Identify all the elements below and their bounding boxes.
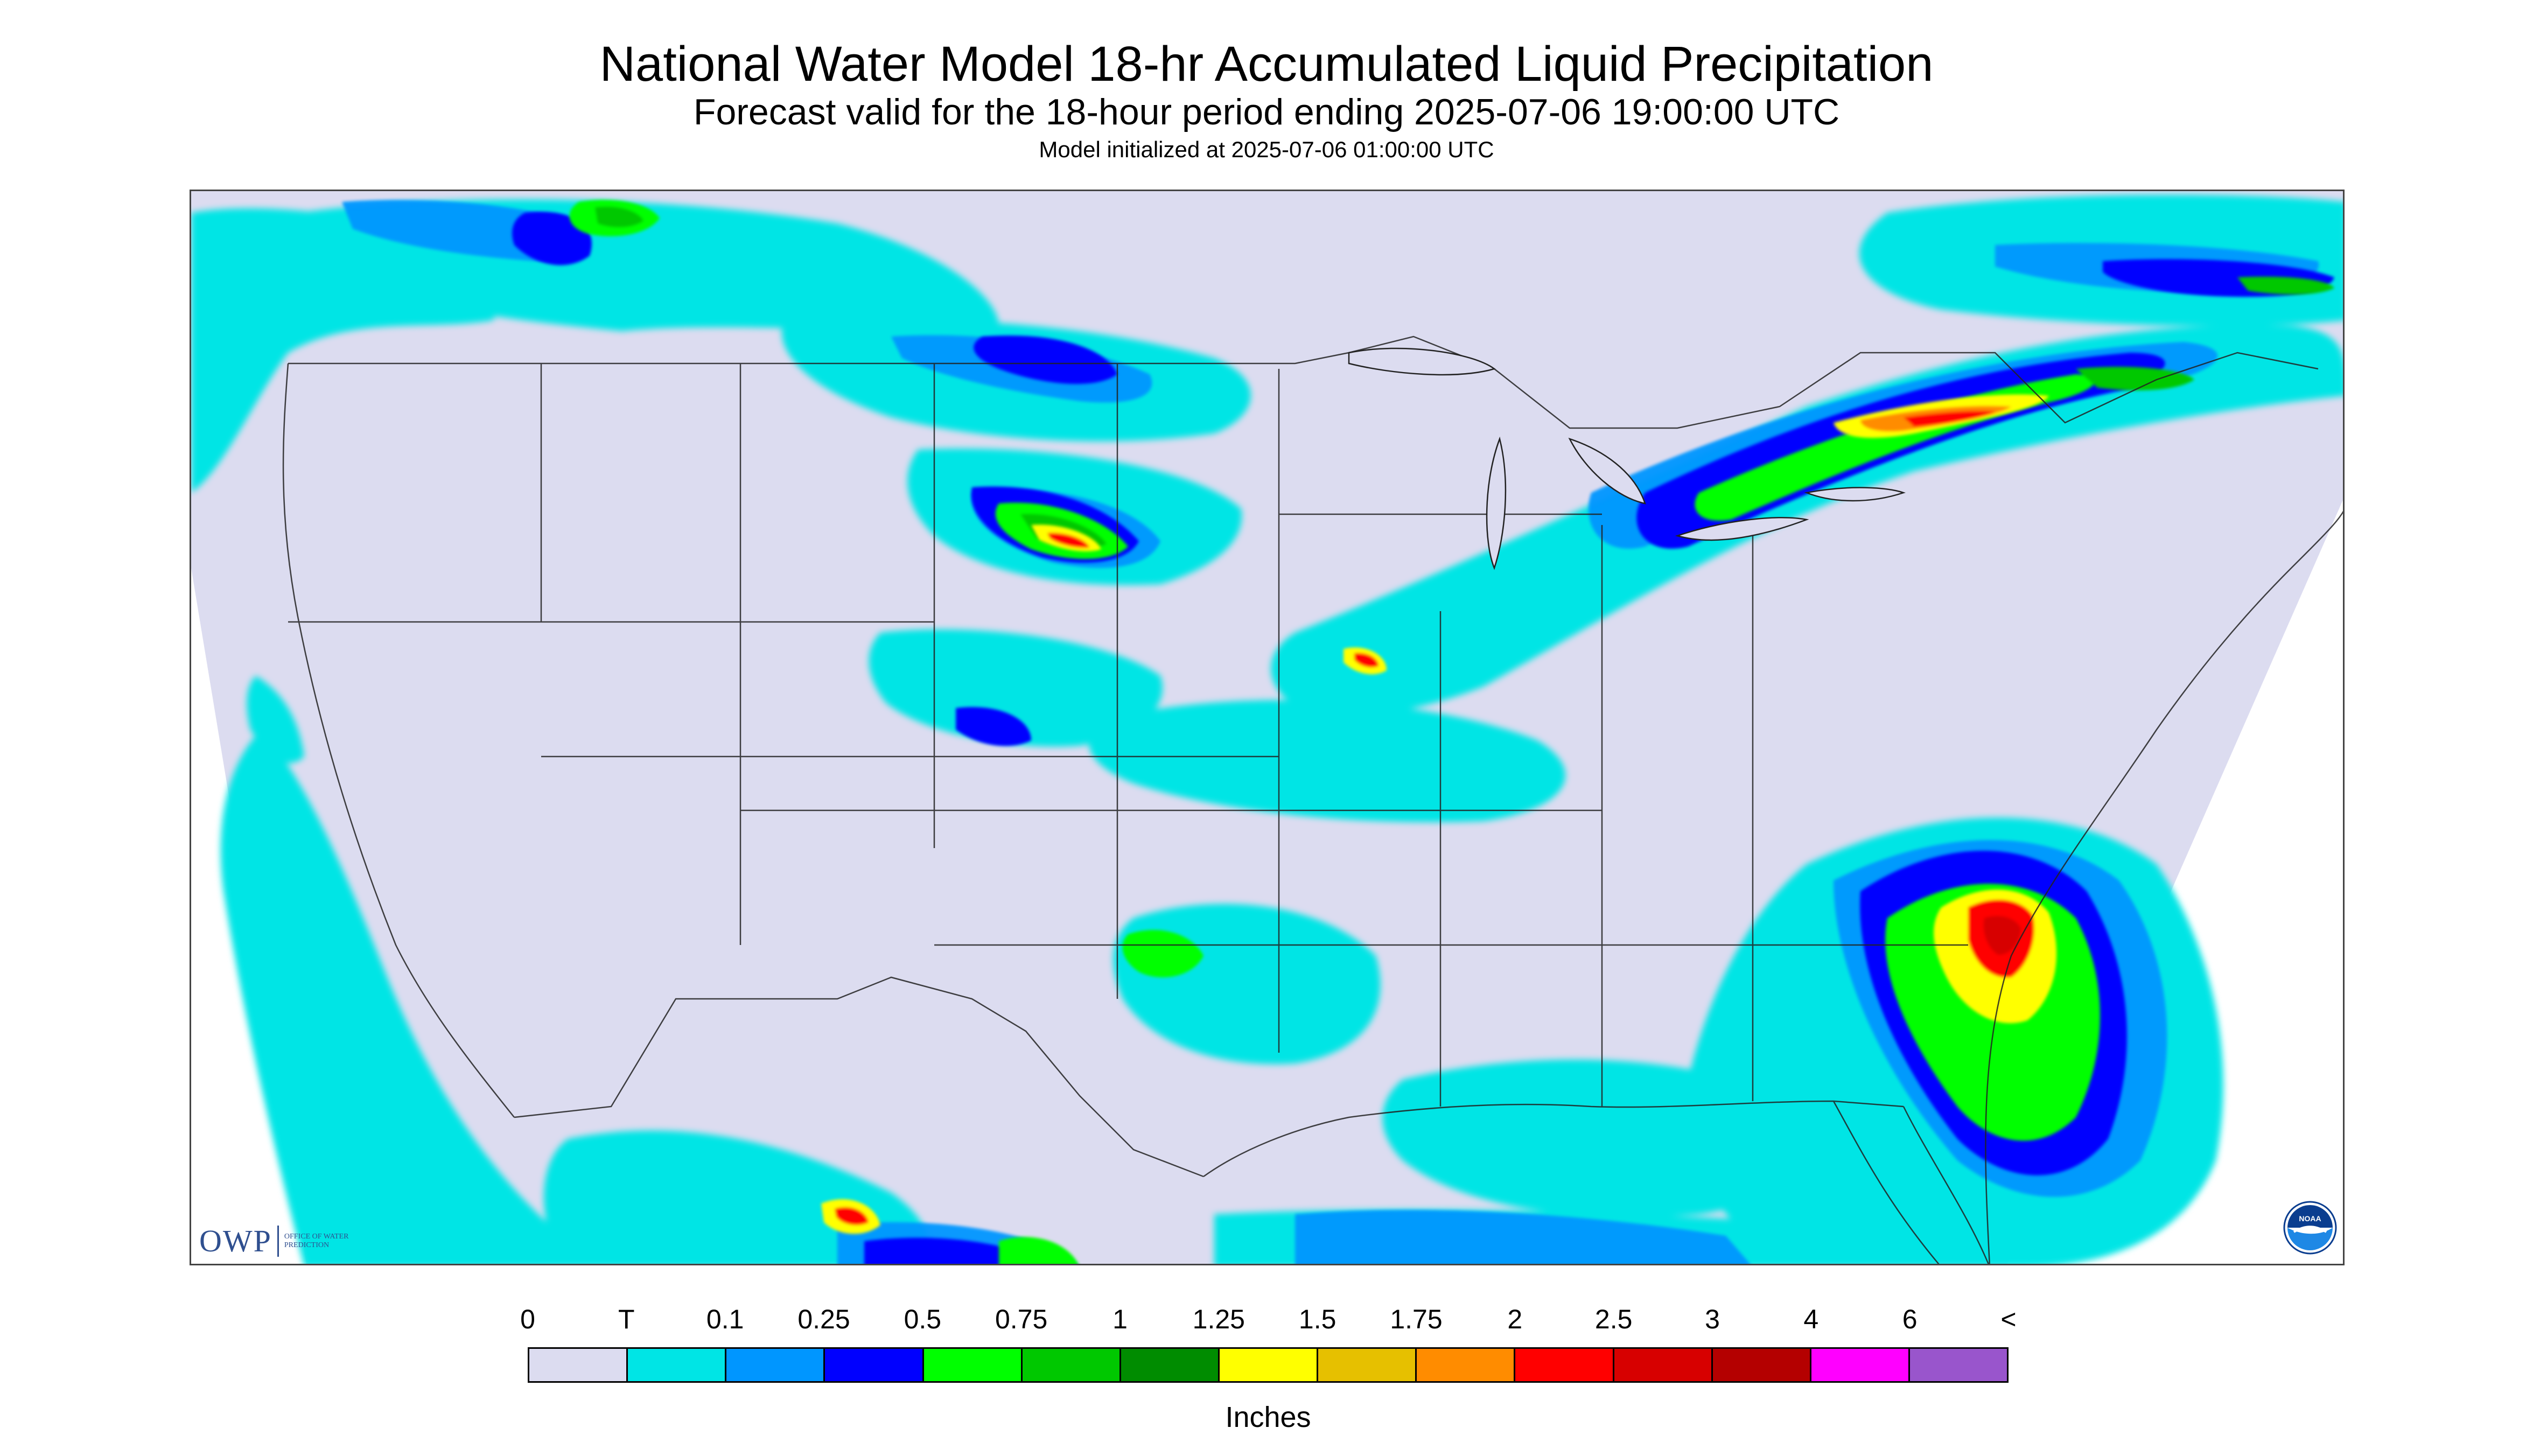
owp-logo-divider [277,1226,279,1257]
map-title: National Water Model 18-hr Accumulated L… [599,37,1934,92]
legend-tick-label: 1.75 [1390,1304,1443,1334]
legend-swatch [529,1349,628,1381]
legend-tick-label: 0 [520,1304,535,1334]
legend-tick-label: 6 [1902,1304,1918,1334]
map-canvas [191,191,2343,1264]
legend-tick-label: 1 [1112,1304,1128,1334]
legend-tick-label: 1.5 [1298,1304,1337,1334]
owp-logo-subtext: OFFICE OF WATER PREDICTION [284,1233,349,1249]
legend-swatch [726,1349,825,1381]
legend-tick-label: 0.1 [706,1304,744,1334]
state-boundaries [282,335,2343,1264]
legend-swatch [1614,1349,1713,1381]
legend-swatch [1515,1349,1614,1381]
legend-tick-label: T [618,1304,635,1334]
legend-tick-label: 0.5 [904,1304,942,1334]
legend-swatch [1712,1349,1811,1381]
legend-swatch [1121,1349,1220,1381]
owp-logo-text: OWP [199,1223,272,1258]
legend-unit-label: Inches [1225,1401,1311,1433]
precipitation-map [190,190,2345,1265]
legend-labels: 0 T 0.1 0.25 0.5 0.75 1 1.25 1.5 1.75 2 2.5 3 4 6 < [520,1303,2017,1335]
legend-swatch [923,1349,1023,1381]
model-init-line: Model initialized at 2025-07-06 01:00:00… [1039,137,1494,162]
legend-tick-label: 0.75 [995,1304,1048,1334]
legend-tick-label: 2.5 [1594,1304,1633,1334]
legend-tick-label: 4 [1803,1304,1819,1334]
legend: 0 T 0.1 0.25 0.5 0.75 1 1.25 1.5 1.75 2 2.5 3 4 6 < Inc… [520,1303,2017,1438]
legend-tick-label: 2 [1507,1304,1523,1334]
legend-swatch [1318,1349,1417,1381]
legend-swatch [825,1349,924,1381]
legend-swatch [1219,1349,1319,1381]
legend-colorbar [528,1347,2009,1383]
great-lakes [1348,347,1906,570]
legend-tick-label: 0.25 [797,1304,850,1334]
legend-tick-label: 1.25 [1192,1304,1245,1334]
legend-tick-label: 3 [1705,1304,1720,1334]
noaa-logo: NOAA [2283,1201,2337,1255]
owp-logo: OWP OFFICE OF WATER PREDICTION [199,1222,349,1260]
legend-swatch [1022,1349,1121,1381]
precip-heavy-areas [821,394,2057,1234]
legend-swatch [1811,1349,1910,1381]
legend-swatch [1417,1349,1516,1381]
legend-tick-label: < [2000,1304,2017,1334]
map-subtitle: Forecast valid for the 18-hour period en… [693,92,1840,132]
noaa-logo-text: NOAA [2299,1214,2321,1223]
legend-swatch [628,1349,727,1381]
legend-swatch [1909,1349,2007,1381]
